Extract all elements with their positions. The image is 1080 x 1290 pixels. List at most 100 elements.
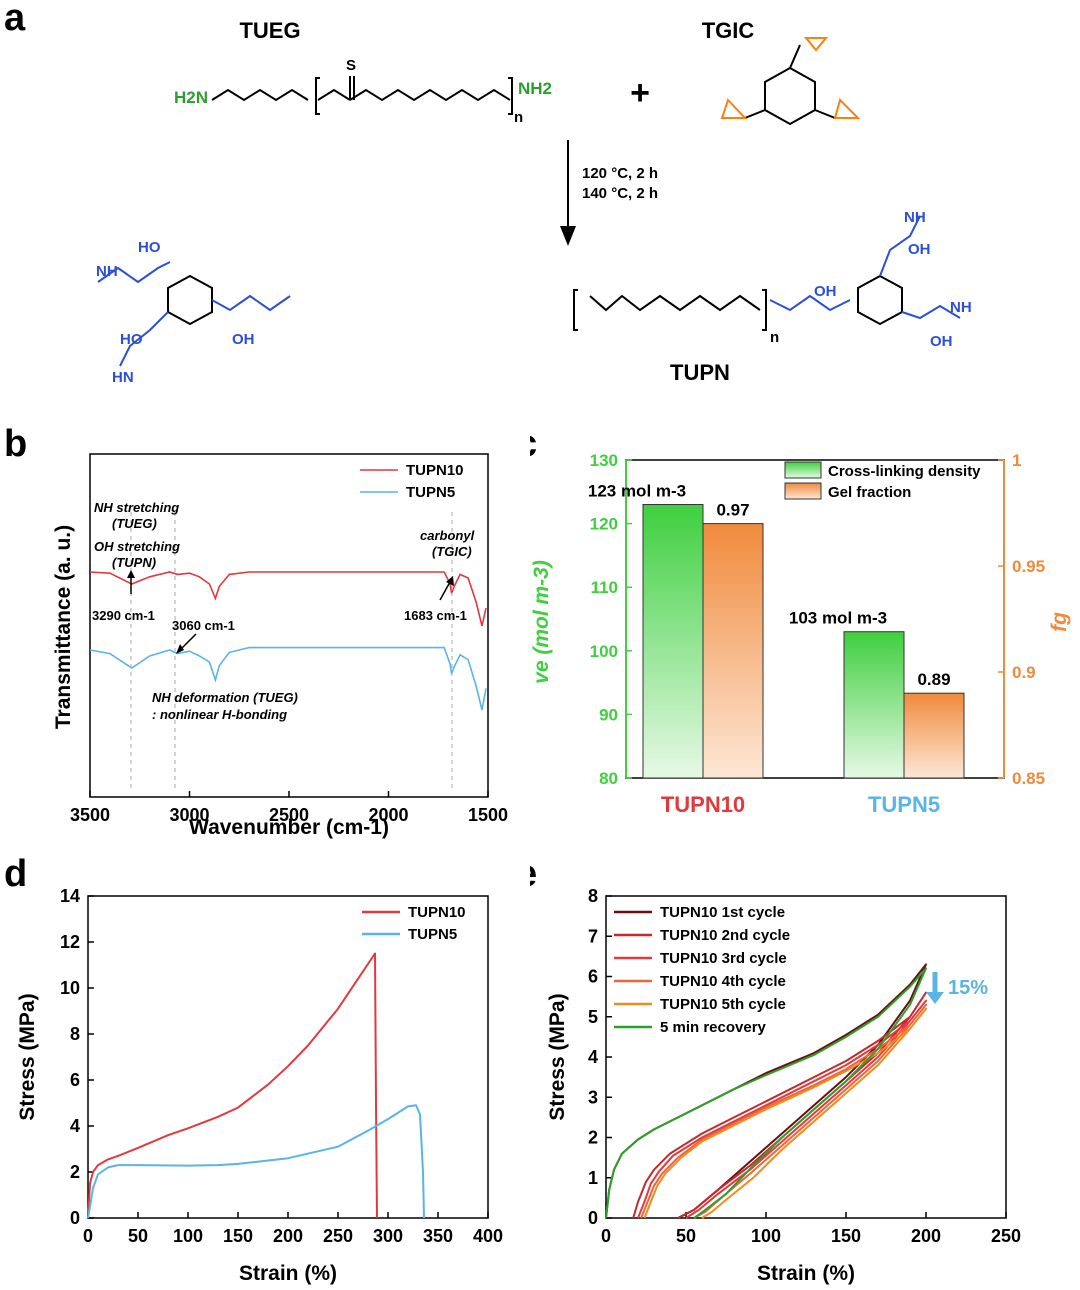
bar-value-label: 0.89 bbox=[917, 670, 950, 689]
xtick-label: 400 bbox=[473, 1226, 503, 1246]
bar-Cross-linking density-TUPN5 bbox=[843, 631, 905, 779]
legend-label: TUPN10 3rd cycle bbox=[660, 950, 787, 967]
xtick-label: 100 bbox=[751, 1226, 781, 1246]
ytick-label: 7 bbox=[588, 926, 598, 946]
bar-Gel fraction-TUPN10 bbox=[702, 523, 764, 779]
bar-legend-label: Cross-linking density bbox=[828, 463, 981, 480]
bar-left-tick-label: 90 bbox=[599, 705, 618, 724]
tupn-structure bbox=[97, 215, 961, 367]
series-5 min recovery bbox=[605, 967, 927, 1219]
panel-label-e: e bbox=[530, 853, 537, 895]
series-TUPN10 5th cycle bbox=[643, 1007, 927, 1219]
ftir-series-TUPN10 bbox=[89, 571, 487, 627]
panel-label-b: b bbox=[4, 423, 27, 465]
tueg-structure bbox=[211, 76, 513, 115]
ftir-legend-label: TUPN10 bbox=[406, 462, 464, 479]
panel-label-a: a bbox=[4, 0, 26, 39]
ann-peak-1683: 1683 cm-1 bbox=[404, 608, 467, 623]
reaction-arrowhead bbox=[560, 226, 576, 246]
xtick-label: 350 bbox=[423, 1226, 453, 1246]
ann-oh-stretch-1: OH stretching bbox=[94, 539, 180, 554]
ytick-label: 2 bbox=[70, 1162, 80, 1182]
tupn-nh-2: NH bbox=[904, 209, 926, 226]
ftir-xlabel: Wavenumber (cm-1) bbox=[189, 816, 389, 839]
bar-left-tick-label: 100 bbox=[590, 642, 618, 661]
ann-nh-deform-2: : nonlinear H-bonding bbox=[152, 707, 287, 722]
ann-arrowhead-3060 bbox=[176, 644, 184, 654]
ytick-label: 8 bbox=[70, 1024, 80, 1044]
ytick-label: 4 bbox=[588, 1047, 598, 1067]
ann-carbonyl-2: (TGIC) bbox=[432, 544, 472, 559]
legend-label: TUPN5 bbox=[408, 926, 457, 943]
ftir-ylabel: Transmittance (a. u.) bbox=[52, 525, 75, 729]
bar-legend-swatch bbox=[784, 482, 822, 500]
bar-Cross-linking density-TUPN10 bbox=[642, 504, 704, 779]
tupn-oh-1: OH bbox=[232, 331, 255, 348]
reactant1-name: TUEG bbox=[239, 18, 300, 43]
cyclic-arrow-label: 15% bbox=[948, 977, 988, 999]
bar-right-tick-label: 0.9 bbox=[1012, 663, 1036, 682]
ftir-legend-label: TUPN5 bbox=[406, 484, 455, 501]
ytick-label: 1 bbox=[588, 1168, 598, 1188]
ytick-label: 8 bbox=[588, 886, 598, 906]
ftir-xtick-label: 1500 bbox=[468, 805, 508, 825]
condition-1: 120 °C, 2 h bbox=[582, 165, 658, 182]
xtick-label: 100 bbox=[173, 1226, 203, 1246]
panel-label-d: d bbox=[4, 853, 27, 895]
bar-left-tick-label: 120 bbox=[590, 515, 618, 534]
tupn-ho-1: HO bbox=[138, 239, 161, 256]
series-TUPN10 2nd cycle bbox=[632, 991, 927, 1219]
bar-value-label: 123 mol m-3 bbox=[588, 482, 686, 501]
tueg-h2n: H2N bbox=[174, 88, 208, 107]
xtick-label: 250 bbox=[323, 1226, 353, 1246]
ann-nh-stretch-1: NH stretching bbox=[94, 500, 179, 515]
series-TUPN5 bbox=[87, 1104, 425, 1219]
panel-label-c: c bbox=[530, 423, 537, 465]
xtick-label: 50 bbox=[128, 1226, 148, 1246]
cyclic-chart: e Stress (MPa) Strain (%) 05010015020025… bbox=[530, 853, 1021, 1285]
tgic-structure bbox=[720, 37, 861, 126]
condition-2: 140 °C, 2 h bbox=[582, 185, 658, 202]
series-TUPN10 3rd cycle bbox=[637, 999, 927, 1219]
tupn-hn-1: HN bbox=[112, 369, 134, 386]
series-TUPN10 bbox=[87, 952, 378, 1219]
ytick-label: 10 bbox=[60, 978, 80, 998]
tensile-xlabel: Strain (%) bbox=[239, 1262, 337, 1285]
tupn-n-repeat: n bbox=[770, 329, 779, 346]
xtick-label: 0 bbox=[601, 1226, 611, 1246]
ann-nh-deform-1: NH deformation (TUEG) bbox=[152, 690, 298, 705]
ytick-label: 0 bbox=[70, 1208, 80, 1228]
ann-carbonyl-1: carbonyl bbox=[420, 528, 475, 543]
ann-oh-stretch-2: (TUPN) bbox=[112, 555, 156, 570]
tupn-oh-2: OH bbox=[814, 283, 837, 300]
xtick-label: 250 bbox=[991, 1226, 1021, 1246]
tupn-oh-3: OH bbox=[908, 241, 931, 258]
bar-value-label: 0.97 bbox=[716, 501, 749, 520]
reaction-scheme: a TUEG TGIC H2N NH2 n S + 120 °C, 2 h 14… bbox=[4, 0, 972, 386]
ytick-label: 12 bbox=[60, 932, 80, 952]
bar-left-tick-label: 130 bbox=[590, 451, 618, 470]
cyclic-ylabel: Stress (MPa) bbox=[546, 993, 569, 1120]
legend-label: TUPN10 bbox=[408, 904, 466, 921]
bar-category-label: TUPN10 bbox=[661, 792, 745, 817]
tupn-nh-1: NH bbox=[96, 263, 118, 280]
bar-category-label: TUPN5 bbox=[868, 792, 940, 817]
bar-ylabel-right: fg bbox=[1048, 612, 1071, 632]
xtick-label: 200 bbox=[911, 1226, 941, 1246]
xtick-label: 200 bbox=[273, 1226, 303, 1246]
legend-label: TUPN10 1st cycle bbox=[660, 904, 785, 921]
bar-right-tick-label: 0.95 bbox=[1012, 557, 1045, 576]
xtick-label: 0 bbox=[83, 1226, 93, 1246]
ftir-xtick-label: 2500 bbox=[269, 805, 309, 825]
tensile-chart: d Stress (MPa) Strain (%) 0 50 100 150 200 25… bbox=[4, 853, 503, 1285]
tueg-nh2: NH2 bbox=[518, 79, 552, 98]
ftir-series-TUPN5 bbox=[89, 646, 487, 711]
xtick-label: 50 bbox=[676, 1226, 696, 1246]
crosslink-bar-chart: c ve (mol m-3) fg 80 90 100 110 120 130 0.85 0.… bbox=[530, 423, 1071, 817]
ann-peak-3290: 3290 cm-1 bbox=[92, 608, 155, 623]
ann-arrow-1683 bbox=[439, 581, 451, 601]
xtick-label: 150 bbox=[223, 1226, 253, 1246]
ann-arrowhead-3290 bbox=[127, 570, 135, 578]
ytick-label: 0 bbox=[588, 1208, 598, 1228]
ytick-label: 3 bbox=[588, 1087, 598, 1107]
